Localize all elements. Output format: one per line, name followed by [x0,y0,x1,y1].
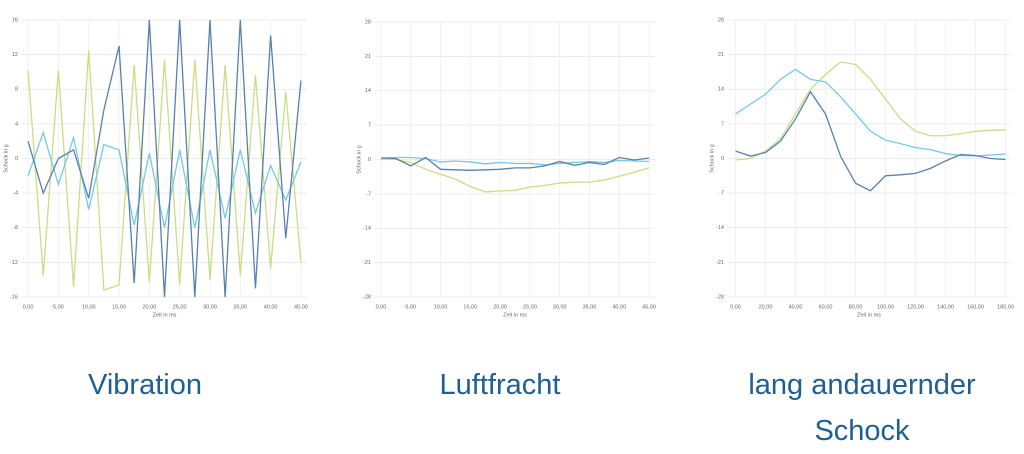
y-tick-label: 28 [718,17,724,23]
x-axis-label: Zeit in ms [857,312,881,318]
y-tick-label: -28 [716,294,724,300]
x-tick-label: 25,00 [523,304,537,310]
x-tick-label: 20,00 [493,304,507,310]
series-line [380,158,650,193]
y-tick-label: -8 [13,225,18,231]
x-tick-label: 80,00 [849,304,863,310]
y-tick-label: 4 [15,121,18,127]
y-tick-label: -28 [363,294,371,300]
y-tick-label: 8 [15,87,18,93]
y-tick-label: 14 [718,87,724,93]
x-tick-label: 40,00 [789,304,803,310]
x-tick-label: 15,00 [112,304,126,310]
y-tick-label: 28 [365,19,371,25]
x-tick-label: 25,00 [173,304,187,310]
y-tick-label: -4 [13,191,18,197]
x-tick-label: 40,00 [612,304,626,310]
y-axis-label: Schock in g [3,144,9,172]
y-tick-label: -7 [366,191,371,197]
x-tick-label: 5,00 [405,304,416,310]
x-tick-label: 0,00 [730,304,741,310]
x-tick-label: 30,00 [203,304,217,310]
x-tick-label: 100,00 [877,304,894,310]
x-tick-label: 20,00 [759,304,773,310]
y-tick-label: 16 [12,17,18,23]
caption: Luftfracht [439,369,561,401]
x-tick-label: 30,00 [553,304,567,310]
x-tick-label: 10,00 [434,304,448,310]
y-tick-label: 12 [12,52,18,58]
x-tick-label: 0,00 [376,304,387,310]
y-tick-label: 0 [721,156,724,162]
series-line [735,90,1006,192]
y-tick-label: 0 [15,156,18,162]
y-axis-label: Schock in g [356,145,362,173]
series-line [735,61,1006,161]
series-line [27,19,302,298]
x-axis-label: Zeit in ms [153,312,177,318]
y-axis-label: Schock in g [709,144,715,172]
series-line [27,130,302,228]
x-tick-label: 45,00 [642,304,656,310]
x-tick-label: 35,00 [583,304,597,310]
x-tick-label: 10,00 [82,304,96,310]
x-tick-label: 15,00 [463,304,477,310]
series-line [27,50,302,291]
x-tick-label: 35,00 [233,304,247,310]
x-tick-label: 120,00 [907,304,924,310]
y-tick-label: -14 [363,226,371,232]
y-tick-label: 0 [368,157,371,163]
caption: lang andauernder Schock [748,369,976,447]
y-tick-label: -16 [10,294,18,300]
y-tick-label: -14 [716,225,724,231]
x-tick-label: 160,00 [967,304,984,310]
x-tick-label: 45,00 [294,304,308,310]
x-tick-label: 180,00 [997,304,1014,310]
y-tick-label: -7 [719,191,724,197]
y-tick-label: 14 [365,88,371,94]
y-tick-label: 7 [721,121,724,127]
x-tick-label: 40,00 [264,304,278,310]
caption: Vibration [88,369,202,401]
series-line [735,68,1006,157]
x-tick-label: 0,00 [23,304,34,310]
x-tick-label: 140,00 [937,304,954,310]
series-line [380,156,650,166]
y-tick-label: -12 [10,260,18,266]
series-line [380,156,650,171]
y-tick-label: 7 [368,123,371,129]
x-tick-label: 20,00 [142,304,156,310]
y-tick-label: 21 [365,54,371,60]
x-axis-label: Zeit in ms [503,312,527,318]
y-tick-label: -21 [716,260,724,266]
x-tick-label: 60,00 [819,304,833,310]
y-tick-label: 21 [718,52,724,58]
x-tick-label: 5,00 [53,304,64,310]
y-tick-label: -21 [363,260,371,266]
